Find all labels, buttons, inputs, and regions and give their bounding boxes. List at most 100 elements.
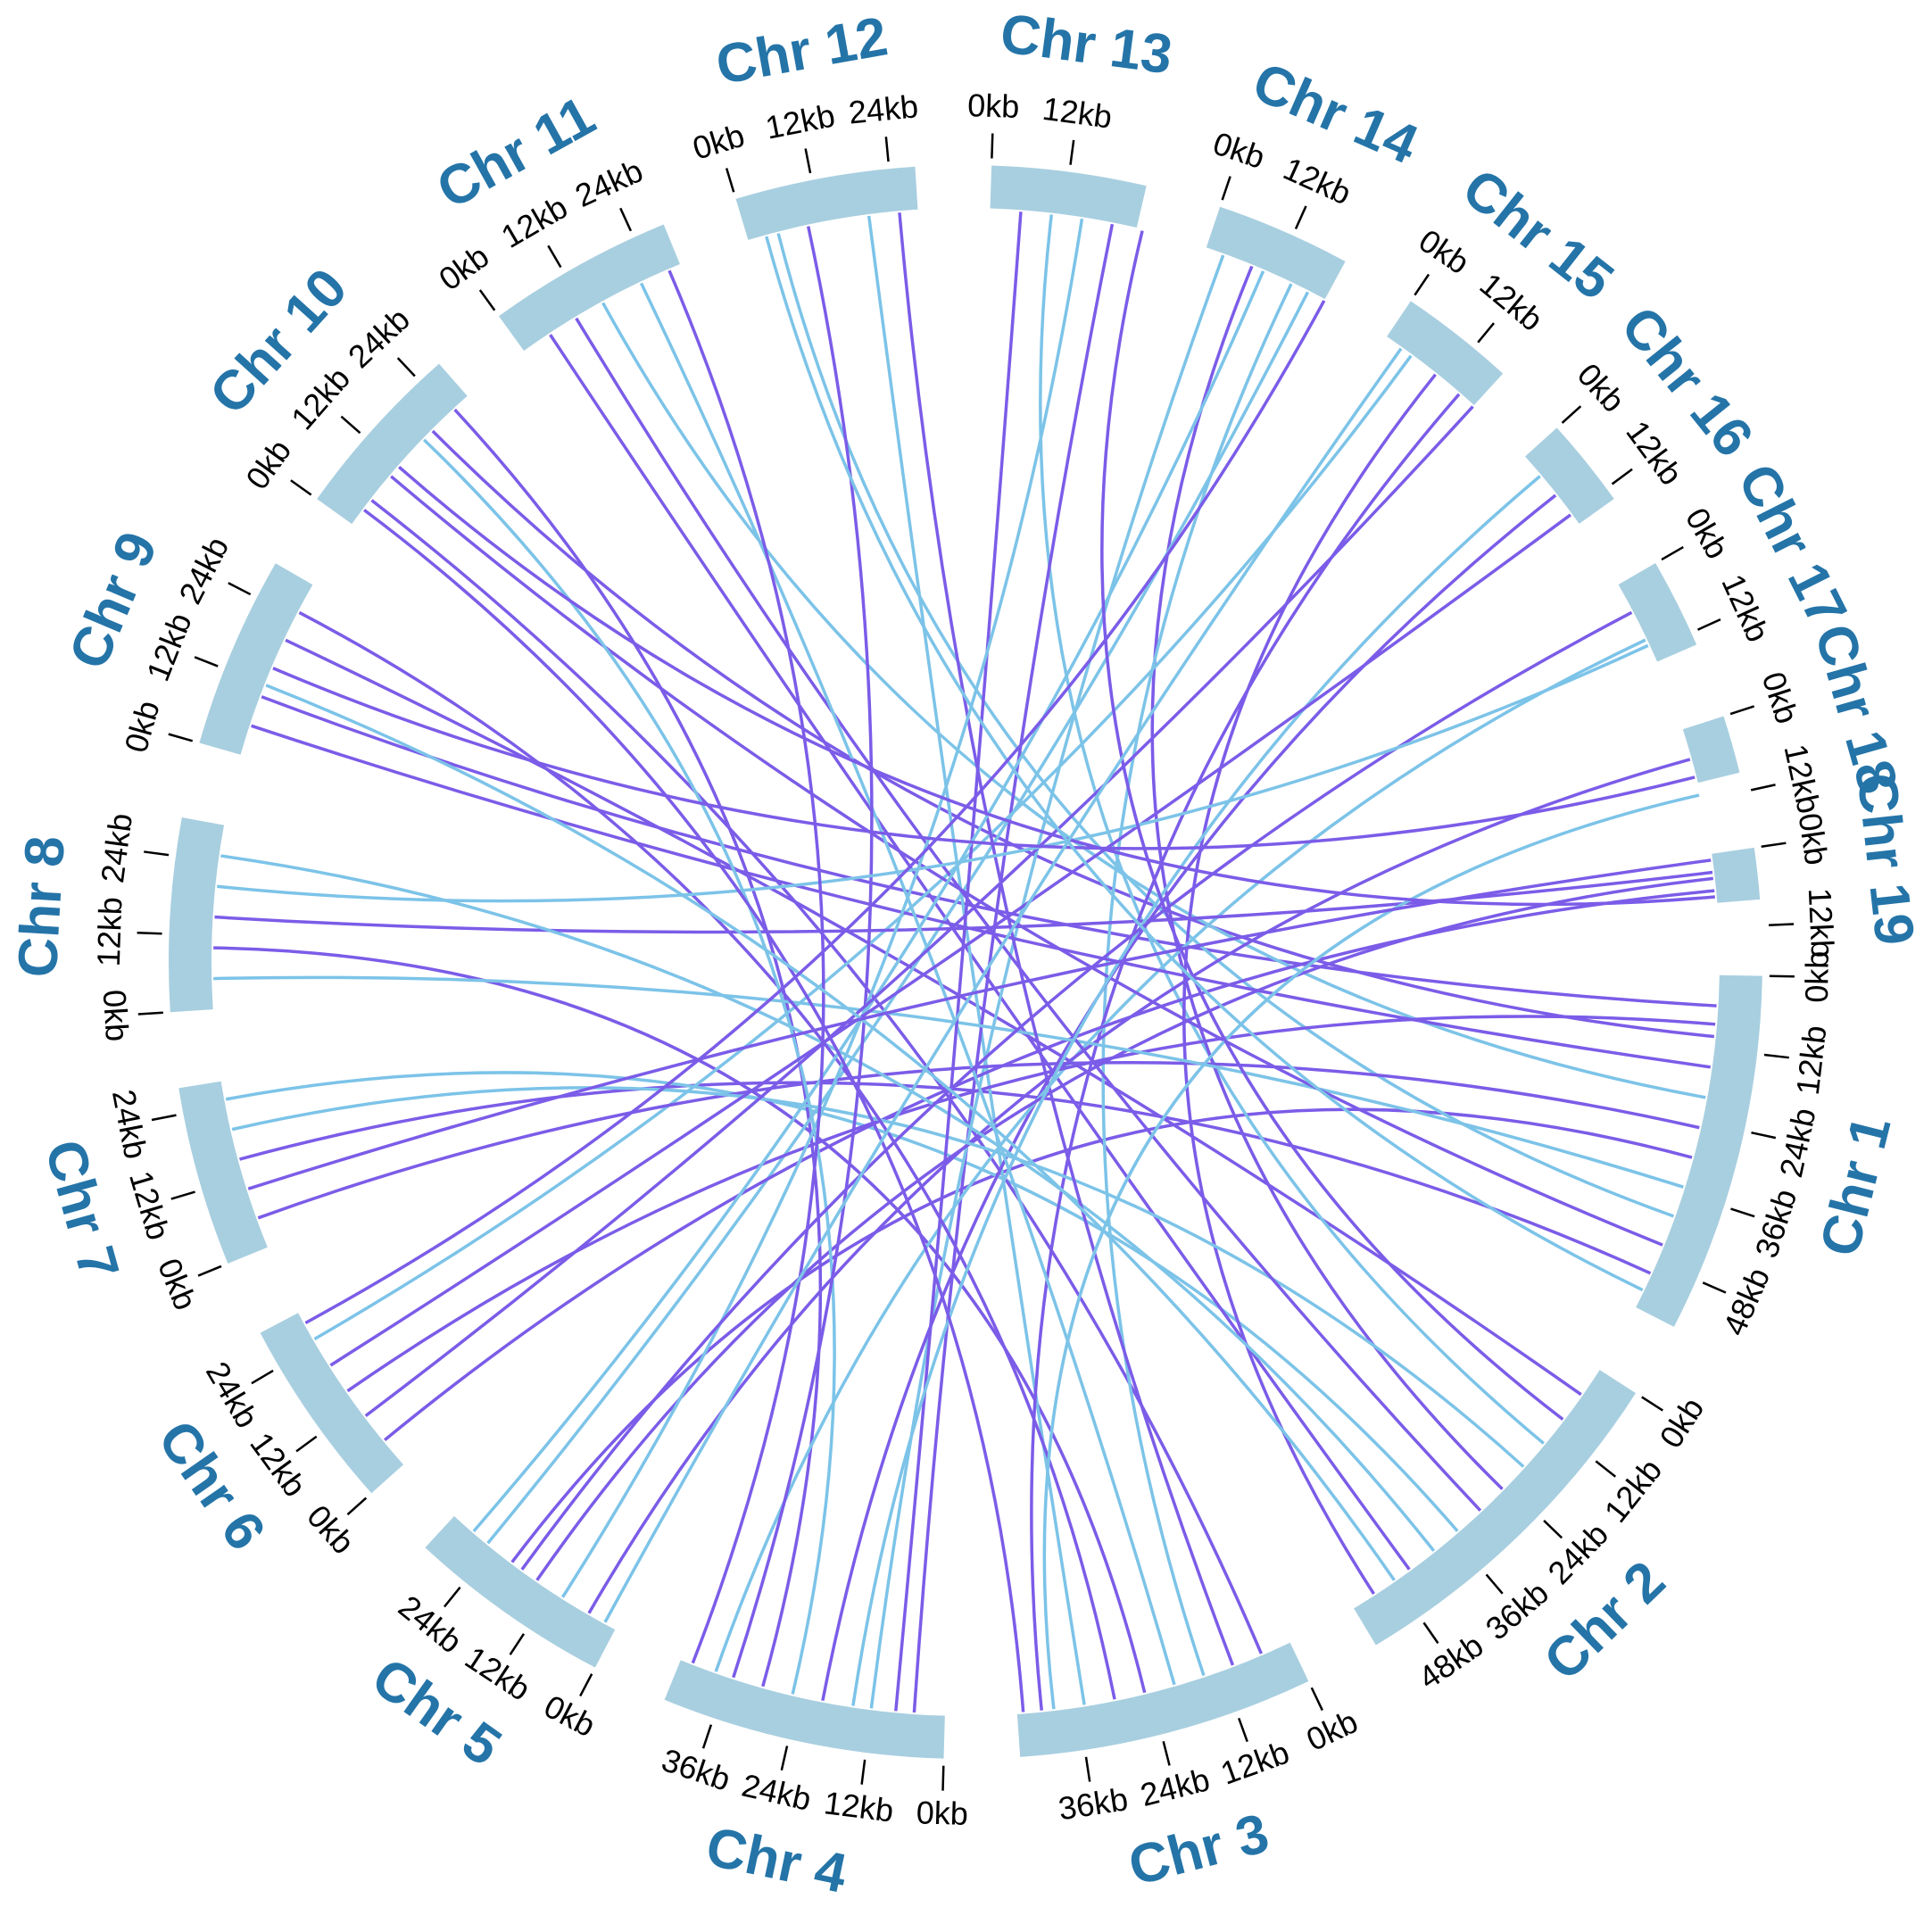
- tick-label: 0kb: [1571, 356, 1632, 419]
- tick-mark: [1702, 1281, 1727, 1294]
- tick-mark: [1084, 1756, 1091, 1782]
- link: [272, 667, 1696, 850]
- tick-mark: [151, 1114, 177, 1122]
- tick-mark: [144, 850, 170, 857]
- tick-label: 0kb: [300, 1498, 361, 1562]
- link: [453, 408, 823, 1687]
- tick-mark: [1696, 618, 1721, 631]
- tick-label: 12kb: [1473, 266, 1550, 338]
- tick-label: 12kb: [1278, 150, 1356, 211]
- tick-mark: [228, 582, 252, 596]
- tick-mark: [941, 1765, 945, 1791]
- tick-label: 36kb: [658, 1741, 735, 1798]
- tick-label: 0kb: [151, 1253, 204, 1314]
- tick-label: 24kb: [341, 301, 417, 375]
- tick-label: 12kb: [459, 1639, 537, 1708]
- tick-mark: [1729, 705, 1755, 716]
- tick-mark: [579, 1673, 593, 1697]
- tick-mark: [478, 289, 496, 311]
- tick-mark: [251, 1369, 274, 1385]
- link: [398, 466, 1715, 907]
- tick-label: 24kb: [1137, 1761, 1214, 1813]
- link: [851, 475, 1541, 1706]
- tick-mark: [137, 1011, 163, 1016]
- tick-label: 0kb: [916, 1794, 968, 1832]
- tick-label: 12kb: [90, 896, 129, 966]
- tick-label: 24kb: [199, 1356, 266, 1434]
- tick-label: 24kb: [739, 1767, 815, 1818]
- link: [431, 429, 1715, 1039]
- tick-label: 0kb: [967, 87, 1020, 125]
- link: [251, 724, 1711, 1069]
- tick-label: 0kb: [432, 237, 495, 297]
- tick-label: 0kb: [117, 697, 166, 757]
- chromosome-label: Chr 6: [145, 1410, 277, 1562]
- tick-mark: [346, 1497, 368, 1516]
- tick-label: 24kb: [1772, 1105, 1823, 1181]
- link: [225, 1071, 1459, 1532]
- link: [549, 334, 1411, 1571]
- tick-mark: [197, 1265, 222, 1277]
- chromosome-bar: [1206, 206, 1346, 300]
- tick-label: 0kb: [538, 1687, 601, 1744]
- link: [213, 946, 1147, 1694]
- link: [247, 858, 1712, 1190]
- tick-label: 12kb: [1777, 741, 1828, 817]
- tick-label: 12kb: [822, 1784, 896, 1828]
- chromosome-bar: [317, 363, 468, 525]
- tick-label: 0kb: [1798, 950, 1836, 1003]
- link: [1100, 230, 1564, 1421]
- tick-mark: [1768, 923, 1795, 926]
- tick-label: 24kb: [392, 1588, 468, 1660]
- link: [217, 643, 1649, 903]
- tick-mark: [725, 168, 735, 193]
- link: [346, 1015, 1716, 1393]
- tick-mark: [1763, 1053, 1789, 1059]
- tick-mark: [194, 656, 219, 667]
- tick-label: 48kb: [1716, 1262, 1778, 1340]
- tick-label: 24kb: [94, 811, 139, 885]
- tick-mark: [1561, 405, 1582, 424]
- tick-mark: [1661, 545, 1684, 561]
- tick-label: 0kb: [96, 989, 137, 1043]
- link: [520, 610, 1633, 1571]
- tick-mark: [1414, 273, 1430, 296]
- chromosome-bar: [1712, 847, 1761, 903]
- tick-label: 24kb: [105, 1087, 154, 1162]
- chromosome-bar: [1354, 1370, 1637, 1646]
- link: [363, 509, 1025, 1712]
- chromosome-label: Chr 19: [1845, 770, 1926, 948]
- link: [220, 854, 1436, 1552]
- tick-mark: [1310, 1687, 1323, 1712]
- chromosome-bar: [1636, 974, 1762, 1327]
- tick-label: 12kb: [1041, 90, 1115, 136]
- tick-mark: [444, 1586, 461, 1608]
- link: [898, 212, 1235, 1666]
- chromosome-bar: [169, 817, 225, 1013]
- tick-label: 12kb: [762, 96, 838, 145]
- tick-mark: [396, 357, 416, 377]
- tick-label: 0kb: [1679, 502, 1737, 565]
- tick-mark: [1294, 205, 1307, 229]
- tick-mark: [1485, 1573, 1504, 1595]
- link: [1042, 793, 1700, 1710]
- link: [1030, 393, 1461, 1711]
- tick-mark: [170, 1190, 195, 1200]
- chromosome-bar: [1618, 563, 1697, 662]
- chromosome-bar: [425, 1515, 616, 1668]
- link: [329, 513, 1571, 1367]
- tick-label: 36kb: [1747, 1184, 1803, 1262]
- tick-label: 24kb: [569, 152, 648, 214]
- link: [603, 347, 1403, 1623]
- tick-mark: [547, 245, 562, 269]
- tick-label: 12kb: [1714, 568, 1777, 647]
- tick-mark: [1477, 322, 1496, 344]
- chromosome-bar: [199, 563, 313, 755]
- tick-mark: [804, 148, 812, 174]
- tick-mark: [1221, 176, 1231, 201]
- tick-mark: [340, 415, 361, 435]
- tick-label: 48kb: [1412, 1627, 1490, 1696]
- tick-mark: [1162, 1740, 1171, 1766]
- chromosome-bar: [498, 224, 680, 352]
